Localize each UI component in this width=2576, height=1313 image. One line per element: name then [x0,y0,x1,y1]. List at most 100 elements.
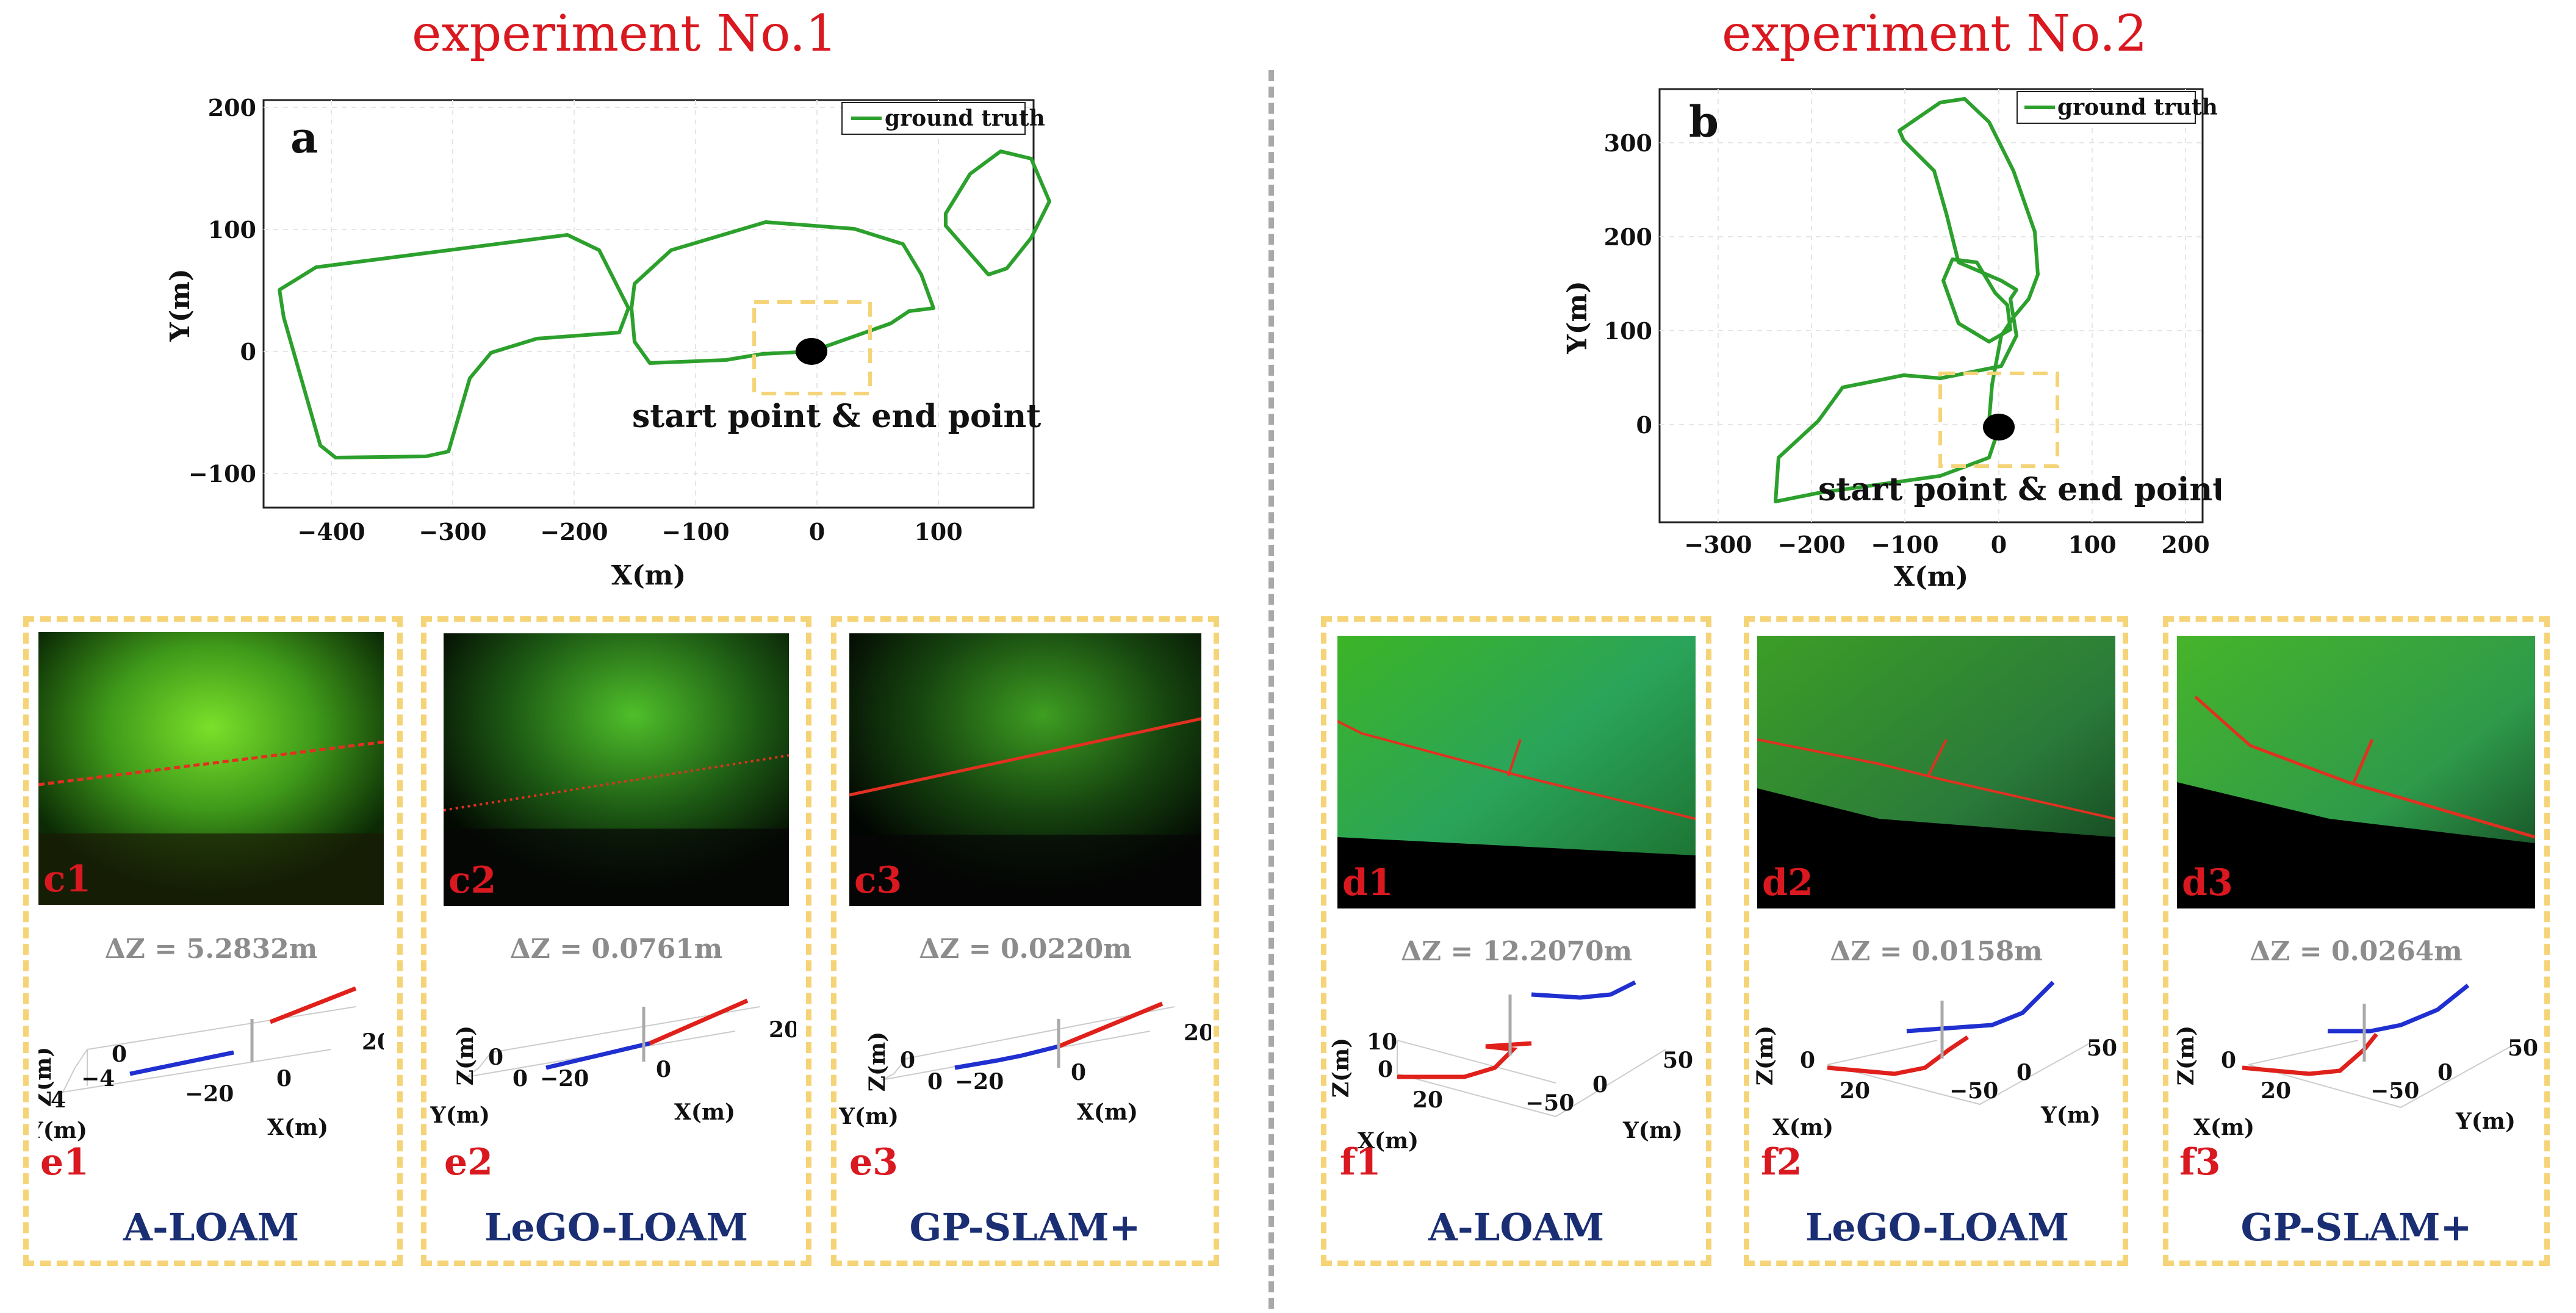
svg-text:Y(m): Y(m) [430,1103,490,1128]
plot-b-xlabel: X(m) [1894,561,1968,592]
delta-z-d1: ΔZ = 12.2070m [1400,936,1633,967]
panel-d2 [1744,616,2128,1266]
traj-plot-f2: 0 20 −50 0 50 Y(m) X(m) Z(m) [1752,980,2117,1140]
panel-c2 [421,616,811,1266]
svg-text:−100: −100 [661,518,729,545]
traj-plot-e3: 0 0 −20 0 20 X(m) Y(m) Z(m) [839,1001,1211,1129]
svg-text:20: 20 [362,1029,384,1055]
svg-text:0: 0 [927,1069,943,1095]
delta-z-d2: ΔZ = 0.0158m [1830,936,2043,967]
svg-text:Y(m): Y(m) [2455,1109,2516,1134]
svg-text:−100: −100 [1871,531,1938,558]
svg-text:Y(m): Y(m) [839,1104,899,1129]
point-cloud-d2: d2 [1757,636,2115,908]
svg-text:300: 300 [1604,129,1652,157]
traj-label-e2: e2 [444,1141,493,1184]
svg-text:0: 0 [1592,1072,1608,1098]
traj-label-e3: e3 [849,1141,898,1184]
plot-a: ground truth a start point & end point −… [165,94,1051,591]
svg-text:−400: −400 [297,518,365,545]
experiment-1-title: experiment No.1 [412,5,838,63]
svg-text:X(m): X(m) [1077,1099,1138,1125]
method-label-4: A-LOAM [1428,1205,1605,1250]
svg-text:−50: −50 [1525,1090,1574,1116]
center-divider [1268,70,1274,1309]
plot-a-ylabel: Y(m) [165,268,196,342]
img-label-d3: d3 [2182,862,2233,904]
svg-text:0: 0 [240,338,256,365]
plot-b-label: b [1689,96,1719,147]
traj-plot-e2: 0 0 −20 0 20 X(m) Y(m) Z(m) [430,998,796,1128]
method-label-2: LeGO-LOAM [484,1205,749,1250]
svg-text:0: 0 [1800,1048,1815,1073]
traj-label-f3: f3 [2179,1141,2221,1184]
svg-text:100: 100 [914,518,962,545]
traj-plot-f3: 0 20 −50 0 50 Y(m) X(m) Z(m) [2173,984,2538,1140]
svg-text:0: 0 [112,1041,127,1067]
svg-text:50: 50 [2508,1035,2538,1061]
svg-text:0: 0 [2017,1060,2032,1085]
delta-z-c2: ΔZ = 0.0761m [509,933,723,965]
svg-text:X(m): X(m) [267,1115,328,1140]
svg-text:10: 10 [1367,1029,1397,1055]
plot-b-annotation: start point & end point [1818,471,2221,508]
svg-text:20: 20 [1412,1087,1443,1113]
svg-text:100: 100 [1604,317,1652,345]
plot-a-label: a [290,112,318,163]
svg-text:0: 0 [809,518,825,545]
svg-text:100: 100 [208,216,256,243]
svg-text:20: 20 [2261,1078,2291,1104]
traj-label-f1: f1 [1340,1141,1381,1184]
method-label-5: LeGO-LOAM [1805,1205,2070,1250]
svg-text:−300: −300 [1684,531,1752,558]
svg-text:Z(m): Z(m) [865,1032,890,1092]
experiment-2-title: experiment No.2 [1722,5,2148,63]
plot-a-xlabel: X(m) [611,560,686,591]
delta-z-c1: ΔZ = 5.2832m [104,933,318,965]
svg-text:−50: −50 [2370,1078,2419,1104]
delta-z-c3: ΔZ = 0.0220m [919,933,1132,965]
legend-ground-truth-b: ground truth [2057,95,2218,120]
img-label-d1: d1 [1342,862,1394,904]
svg-text:Z(m): Z(m) [453,1026,478,1085]
panel-c3 [831,616,1219,1266]
svg-text:−20: −20 [955,1069,1004,1095]
method-label-6: GP-SLAM+ [2240,1205,2472,1250]
img-label-c2: c2 [448,859,497,902]
svg-text:−200: −200 [1777,531,1845,558]
svg-text:X(m): X(m) [674,1099,735,1125]
svg-text:0: 0 [900,1048,915,1073]
svg-text:200: 200 [208,94,256,121]
svg-text:0: 0 [1636,411,1652,439]
svg-text:Y(m): Y(m) [1622,1118,1683,1143]
svg-text:50: 50 [2087,1035,2117,1061]
svg-text:0: 0 [1378,1057,1393,1082]
svg-text:100: 100 [2068,531,2116,558]
legend-ground-truth-a: ground truth [885,106,1045,131]
svg-text:−20: −20 [540,1066,589,1092]
svg-text:Z(m): Z(m) [38,1047,56,1107]
svg-text:200: 200 [1604,223,1652,251]
svg-text:−300: −300 [419,518,486,545]
svg-text:Y(m): Y(m) [38,1118,87,1143]
point-cloud-d3: d3 [2177,636,2535,908]
svg-text:X(m): X(m) [1772,1115,1833,1140]
svg-text:−20: −20 [185,1081,234,1107]
svg-text:4: 4 [51,1087,66,1113]
point-cloud-c1: c1 [38,632,384,905]
img-label-c1: c1 [43,858,92,901]
svg-text:0: 0 [1991,531,2007,558]
svg-text:20: 20 [769,1017,796,1043]
svg-text:0: 0 [1071,1060,1086,1085]
svg-text:Z(m): Z(m) [2173,1026,2199,1085]
svg-text:Z(m): Z(m) [1752,1026,1778,1085]
svg-text:0: 0 [656,1057,671,1082]
svg-text:200: 200 [2161,531,2209,558]
svg-text:20: 20 [1184,1020,1211,1046]
svg-text:0: 0 [276,1066,292,1092]
svg-text:0: 0 [488,1045,503,1070]
traj-label-f2: f2 [1761,1141,1802,1184]
svg-text:−200: −200 [540,518,608,545]
panel-c1 [23,616,403,1266]
panel-d1 [1321,616,1711,1266]
